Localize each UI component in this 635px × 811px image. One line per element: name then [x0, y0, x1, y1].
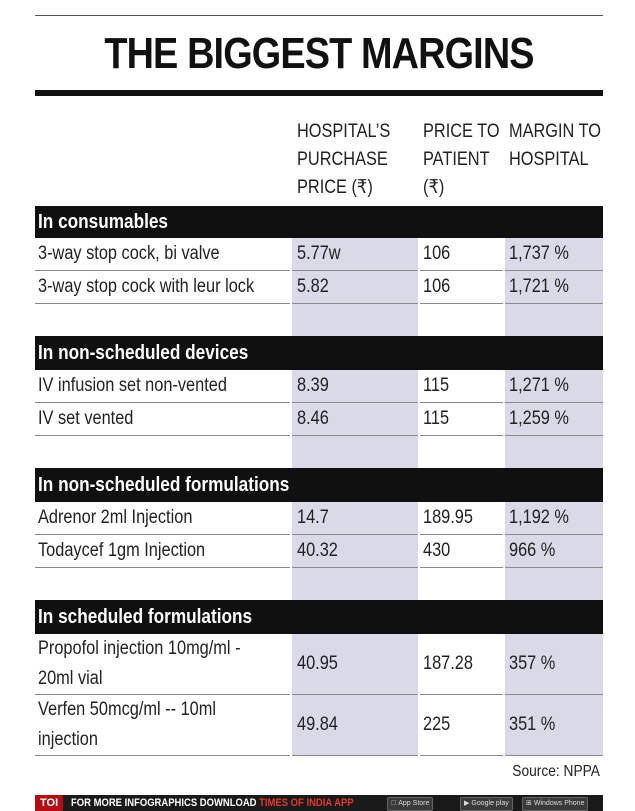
title-underline [35, 90, 603, 96]
cell-purchase-price: 40.32 [297, 540, 338, 561]
play-icon: ▶ [464, 800, 470, 807]
windows-phone-badge[interactable]: ⊞ Windows Phone [522, 797, 589, 811]
shade-purchase-2 [292, 370, 418, 468]
column-divider [503, 238, 505, 336]
cell-margin: 1,737 % [509, 243, 569, 264]
cell-purchase-price: 40.95 [297, 653, 338, 674]
cell-patient-price: 187.28 [423, 653, 473, 674]
cell-patient-price: 189.95 [423, 507, 473, 528]
cell-item: Verfen 50mcg/ml -- 10ml injection [38, 699, 216, 750]
cell-item: IV set vented [38, 408, 134, 429]
col-header-purchase: HOSPITAL’S PURCHASE PRICE (₹) [297, 121, 391, 198]
shade-purchase-4 [292, 634, 418, 756]
column-divider [418, 502, 420, 600]
column-divider [418, 238, 420, 336]
page-title: THE BIGGEST MARGINS [104, 29, 534, 78]
shade-purchase-3 [292, 502, 418, 600]
table-row: 3-way stop cock with leur lock 5.82 106 … [35, 271, 603, 304]
app-store-badge[interactable]:  App Store [387, 797, 434, 811]
cell-purchase-price: 5.77w [297, 243, 341, 264]
windows-icon: ⊞ [526, 800, 532, 807]
column-divider [418, 370, 420, 468]
cell-margin: 1,721 % [509, 276, 569, 297]
google-play-badge[interactable]: ▶ Google play [460, 797, 513, 811]
cell-purchase-price: 49.84 [297, 714, 338, 735]
cell-item: Adrenor 2ml Injection [38, 507, 193, 528]
cell-patient-price: 430 [423, 540, 451, 561]
table-row: Todaycef 1gm Injection 40.32 430 966 % [35, 535, 603, 568]
cell-purchase-price: 5.82 [297, 276, 329, 297]
cell-margin: 351 % [509, 714, 556, 735]
cell-item: 3-way stop cock, bi valve [38, 243, 220, 264]
source-credit: Source: NPPA [512, 763, 600, 780]
section-heading: In scheduled formulations [35, 600, 603, 634]
cell-item: Todaycef 1gm Injection [38, 540, 206, 561]
table-row: Propofol injection 10mg/ml - 20ml vial 4… [35, 634, 603, 695]
column-divider [290, 370, 292, 468]
cell-margin: 1,259 % [509, 408, 569, 429]
column-divider [503, 370, 505, 468]
cell-item: IV infusion set non-vented [38, 375, 227, 396]
table-row: IV infusion set non-vented 8.39 115 1,27… [35, 370, 603, 403]
section-heading: In non-scheduled devices [35, 336, 603, 370]
col-header-patient: PRICE TO PATIENT (₹) [423, 121, 500, 198]
spacer-row [35, 436, 603, 468]
cell-purchase-price: 8.46 [297, 408, 329, 429]
shade-margin-3 [505, 502, 603, 600]
top-rule [35, 15, 603, 16]
cell-margin: 1,271 % [509, 375, 569, 396]
table-row: IV set vented 8.46 115 1,259 % [35, 403, 603, 436]
apple-icon:  [391, 798, 396, 810]
spacer-row [35, 568, 603, 600]
column-divider [503, 502, 505, 600]
table-row: Adrenor 2ml Injection 14.7 189.95 1,192 … [35, 502, 603, 535]
column-divider [290, 238, 292, 336]
cell-item: Propofol injection 10mg/ml - 20ml vial [38, 638, 241, 689]
table-row: Verfen 50mcg/ml -- 10ml injection 49.84 … [35, 695, 603, 756]
shade-margin-4 [505, 634, 603, 756]
cell-patient-price: 225 [423, 714, 451, 735]
column-divider [418, 634, 420, 756]
cell-patient-price: 106 [423, 276, 451, 297]
shade-margin-1 [505, 238, 603, 336]
cell-margin: 357 % [509, 653, 556, 674]
footer-bar: TOI FOR MORE INFOGRAPHICS DOWNLOAD TIMES… [35, 795, 603, 811]
column-divider [290, 502, 292, 600]
column-divider [503, 634, 505, 756]
cell-patient-price: 115 [423, 375, 450, 396]
shade-purchase-1 [292, 238, 418, 336]
toi-logo: TOI [35, 795, 64, 811]
cell-patient-price: 106 [423, 243, 451, 264]
cell-purchase-price: 8.39 [297, 375, 329, 396]
shade-margin-2 [505, 370, 603, 468]
cell-margin: 966 % [509, 540, 556, 561]
section-heading: In consumables [35, 206, 603, 238]
cell-patient-price: 115 [423, 408, 450, 429]
cell-item: 3-way stop cock with leur lock [38, 276, 255, 297]
footer-text: FOR MORE INFOGRAPHICS DOWNLOAD TIMES OF … [71, 797, 354, 809]
cell-purchase-price: 14.7 [297, 507, 329, 528]
col-header-margin: MARGIN TO HOSPITAL [509, 121, 602, 170]
section-heading: In non-scheduled formulations [35, 468, 603, 502]
table-row: 3-way stop cock, bi valve 5.77w 106 1,73… [35, 238, 603, 271]
spacer-row [35, 304, 603, 336]
cell-margin: 1,192 % [509, 507, 569, 528]
column-divider [290, 634, 292, 756]
